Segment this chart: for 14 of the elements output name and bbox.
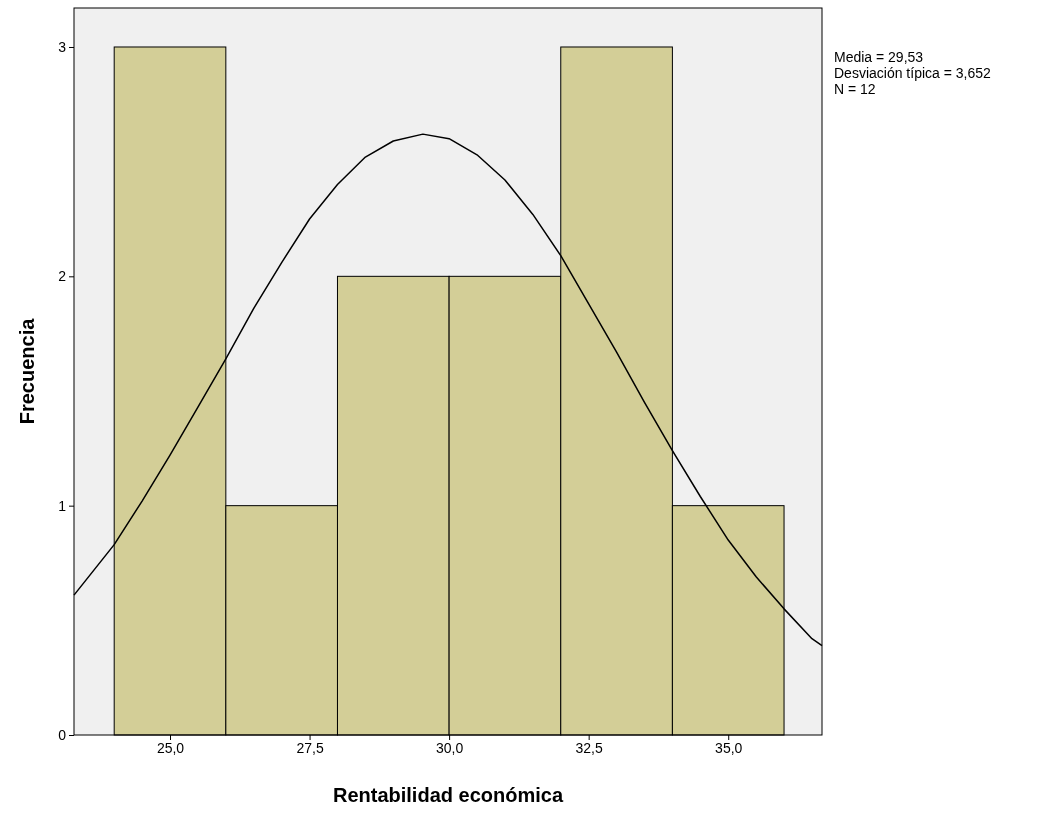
x-tick-label: 25,0 xyxy=(156,739,185,756)
x-tick-label: 27,5 xyxy=(296,739,324,756)
text: N = 12 xyxy=(834,81,876,97)
x-axis-title: Rentabilidad económica xyxy=(332,784,564,806)
y-tick-label: 3 xyxy=(58,38,67,55)
x-tick-label: 35,0 xyxy=(715,739,743,756)
text: Desviación típica = 3,652 xyxy=(834,65,992,81)
text: Media = 29,53 xyxy=(834,49,924,65)
x-tick-label: 32,5 xyxy=(575,739,604,756)
x-tick-label: 30,0 xyxy=(435,739,464,756)
y-tick-label: 0 xyxy=(58,726,67,743)
y-tick-label: 2 xyxy=(58,268,67,285)
y-axis-title: Frecuencia xyxy=(16,317,38,425)
y-tick-label: 1 xyxy=(58,497,67,514)
